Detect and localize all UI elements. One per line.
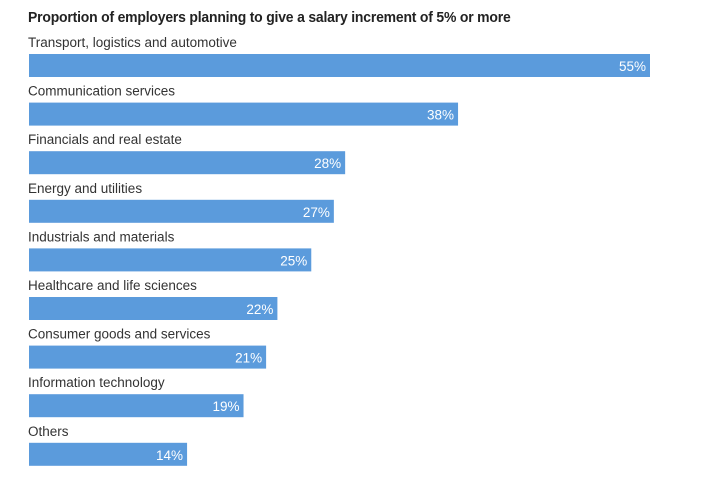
category-label: Financials and real estate [28, 132, 182, 147]
category-label: Energy and utilities [28, 181, 142, 196]
data-label: 22% [246, 302, 273, 317]
bar [29, 151, 346, 175]
category-label: Others [28, 424, 69, 439]
data-label: 27% [303, 205, 330, 220]
bar [29, 248, 312, 272]
bar [29, 442, 188, 466]
bar [29, 394, 244, 418]
category-label: Communication services [28, 84, 175, 99]
data-label: 19% [212, 399, 239, 414]
bar [29, 54, 650, 77]
data-label: 28% [314, 156, 341, 171]
category-label: Consumer goods and services [28, 327, 211, 342]
data-label: 55% [619, 59, 646, 74]
category-label: Transport, logistics and automotive [28, 35, 237, 50]
bar [29, 345, 267, 369]
data-label: 21% [235, 351, 262, 366]
bar [29, 297, 278, 320]
data-label: 25% [280, 253, 307, 268]
category-label: Information technology [28, 375, 165, 390]
chart-title: Proportion of employers planning to give… [28, 9, 511, 26]
bar [29, 199, 334, 223]
data-label: 14% [156, 448, 183, 463]
category-label: Healthcare and life sciences [28, 278, 197, 293]
category-label: Industrials and materials [28, 229, 175, 244]
bar [29, 102, 459, 126]
data-label: 38% [427, 108, 454, 123]
